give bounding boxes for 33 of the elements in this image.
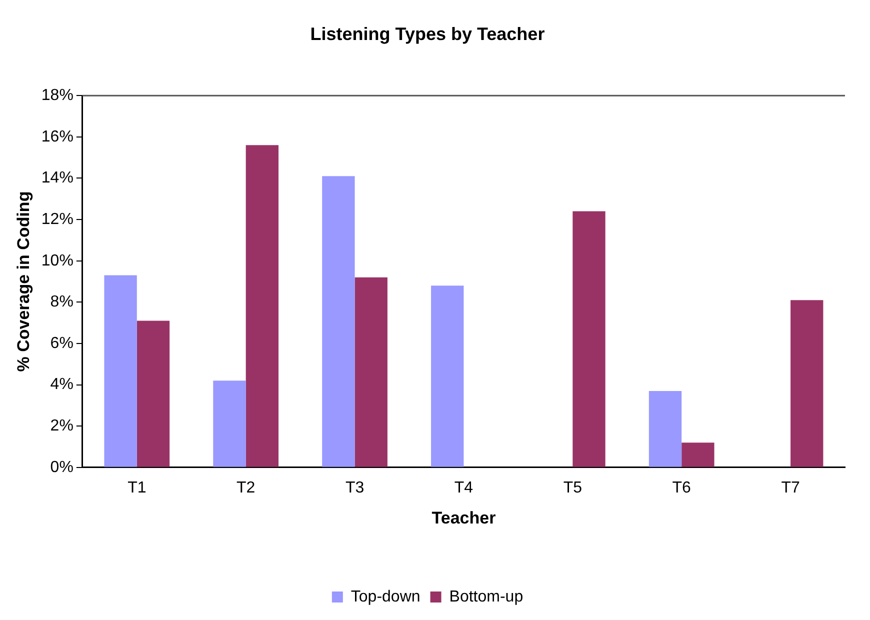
y-tick-label: 14% [41, 170, 74, 187]
x-axis-title: Teacher [432, 508, 496, 528]
bar [213, 380, 246, 467]
x-tick-label: T6 [672, 479, 692, 496]
bar [322, 176, 355, 467]
y-tick-label: 18% [41, 87, 74, 104]
x-tick-label: T7 [781, 479, 800, 496]
y-tick-label: 16% [41, 128, 74, 146]
chart-title: Listening Types by Teacher [310, 24, 545, 44]
y-tick-label: 2% [50, 417, 74, 434]
y-axis-title: % Coverage in Coding [14, 191, 33, 372]
y-tick-label: 12% [41, 210, 74, 228]
bar [136, 320, 170, 467]
bar [246, 145, 279, 467]
bar [354, 277, 388, 467]
y-tick-label: 6% [50, 334, 74, 352]
x-tick-label: T3 [345, 479, 364, 496]
bar [648, 390, 682, 467]
x-tick-label: T4 [454, 479, 474, 496]
y-tick-label: 8% [50, 294, 74, 311]
x-tick-label: T1 [128, 479, 146, 496]
legend-label: Top-down [350, 588, 420, 606]
y-tick-label: 10% [41, 252, 74, 270]
x-tick-label: T5 [563, 479, 582, 496]
bar [431, 286, 464, 467]
bar [104, 275, 137, 467]
bar [682, 442, 714, 467]
x-tick-label: T2 [236, 479, 256, 496]
legend-label: Bottom-up [449, 588, 524, 606]
y-tick-label: 0% [50, 458, 74, 476]
bar [790, 300, 824, 467]
bar [572, 211, 606, 467]
y-tick-label: 4% [50, 376, 74, 394]
